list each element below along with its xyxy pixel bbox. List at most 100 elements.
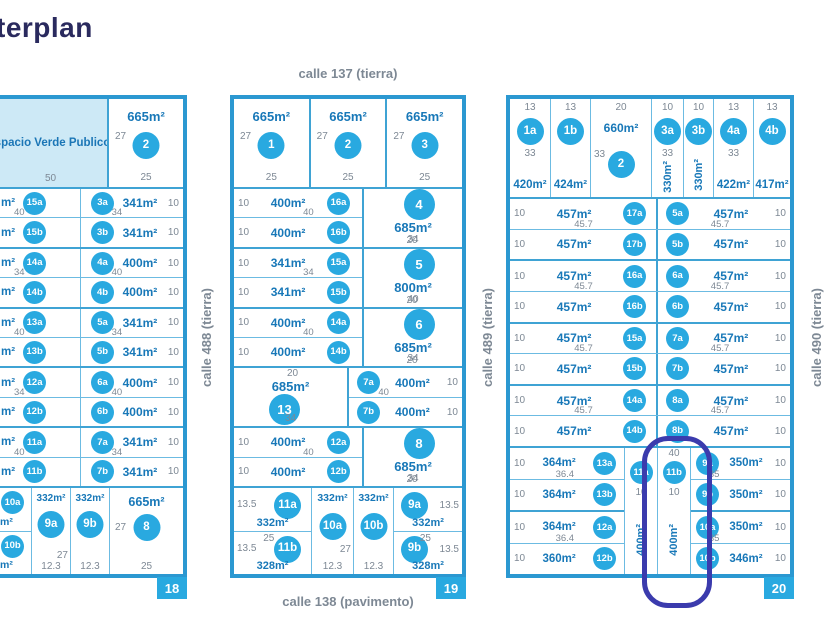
lot[interactable]: 3a 341m² 10 34 <box>81 189 183 218</box>
lot[interactable]: 6b 457m² 10 <box>658 292 790 322</box>
lot[interactable]: 10 360m² 12b <box>510 542 624 575</box>
lot[interactable]: m² 15b <box>0 218 81 247</box>
lot[interactable]: 665m² 27 2 25 <box>308 99 386 187</box>
lot[interactable]: 10 3a 33 330m² <box>651 99 683 197</box>
lot[interactable]: 8b 457m² 10 <box>658 416 790 446</box>
lot[interactable]: 10 457m² 17a 45.7 <box>510 199 658 230</box>
lot[interactable]: 332m² 10a 27 12.3 <box>312 488 354 574</box>
lot[interactable]: 10 457m² 14a 45.7 <box>510 385 658 416</box>
lot[interactable]: 332m² 9a 27 12.3 <box>32 488 71 574</box>
lot[interactable]: 5b 341m² 10 <box>81 338 183 366</box>
lot[interactable]: 10 364m² 13a 36.4 <box>510 448 624 480</box>
lot[interactable]: 6b 400m² 10 <box>81 398 183 426</box>
lot[interactable]: 10 400m² 14a 40 <box>234 309 362 338</box>
lot[interactable]: 5b 457m² 10 <box>658 230 790 260</box>
lot[interactable]: m² 11b <box>0 457 81 487</box>
lot[interactable]: 20 2 33 660m² <box>590 99 651 197</box>
lot[interactable]: 332m² 10b 12.3 <box>354 488 394 574</box>
lot[interactable]: 10 457m² 17b <box>510 229 658 260</box>
lot[interactable]: 10 457m² 16b <box>510 291 658 322</box>
lot[interactable]: 10 3b 330m² <box>683 99 713 197</box>
lot[interactable]: 4b 400m² 10 <box>81 278 183 306</box>
area-label: 665m² <box>128 495 165 509</box>
lot[interactable]: 665m² 27 1 25 <box>234 99 309 187</box>
lot[interactable]: 400m² 40 11b 10 <box>658 448 691 574</box>
block18-top: Espacio Verde Publico 50 665m² 27 2 25 <box>0 99 183 189</box>
area-label: 400m² <box>270 464 306 479</box>
lot[interactable]: 10 400m² 12a 40 <box>234 428 362 458</box>
lot[interactable]: 7b 457m² 10 <box>658 354 790 384</box>
lot[interactable]: 5a 457m² 10 45.7 <box>658 199 790 230</box>
lot[interactable]: m² 13b <box>0 338 81 367</box>
lot[interactable]: 7a 400m² 10 40 <box>349 368 462 398</box>
lot[interactable]: 7a 457m² 10 45.7 <box>658 324 790 354</box>
lot[interactable]: 10 457m² 14b <box>510 416 658 446</box>
lot-badge: 6 <box>403 308 435 340</box>
lot[interactable]: 10 364m² 13b <box>510 478 624 511</box>
lot[interactable]: 10 400m² 16b <box>234 217 362 246</box>
lot[interactable]: 20 685m² 13 34 <box>234 368 349 427</box>
lot[interactable]: 5a 341m² 10 34 <box>81 309 183 338</box>
lot[interactable]: 13 1b 424m² <box>550 99 590 197</box>
lot[interactable]: m² 14a 34 <box>0 248 81 278</box>
lot[interactable]: 4 685m² 20 34 <box>364 189 462 247</box>
lot[interactable]: 10 400m² 16a 40 <box>234 189 362 218</box>
lot[interactable]: 7b 341m² 10 <box>81 458 183 486</box>
lot[interactable]: 10a m² <box>0 488 31 531</box>
lot[interactable]: 10 457m² 15a 45.7 <box>510 323 658 354</box>
lot[interactable]: 10 457m² 16a 45.7 <box>510 261 658 292</box>
lot[interactable]: 332m² 9b 12.3 <box>71 488 110 574</box>
lot-badge: 2 <box>132 132 160 159</box>
lot[interactable]: m² 12b <box>0 397 81 427</box>
lot[interactable]: 9b 25 13.5 328m² <box>394 530 462 575</box>
lot[interactable]: 665m² 27 2 25 <box>109 99 183 187</box>
lot[interactable]: 9a 13.5 332m² <box>394 488 462 531</box>
lot[interactable]: 665m² 27 8 25 <box>110 488 183 574</box>
lot[interactable]: m² 15a 40 <box>0 189 81 218</box>
lot[interactable]: 10 400m² 14b <box>234 337 362 366</box>
lot[interactable]: 10 341m² 15a 34 <box>234 249 362 278</box>
lot[interactable]: m² 14b <box>0 278 81 307</box>
lot[interactable]: 10b m² <box>0 530 31 575</box>
dim-label: 10 <box>238 317 250 329</box>
lot[interactable]: 665m² 27 3 25 <box>385 99 462 187</box>
lot[interactable]: 13.5 11a 332m² <box>234 488 311 531</box>
lot[interactable]: 10 364m² 12a 36.4 <box>510 510 624 544</box>
lot[interactable]: 6a 457m² 10 45.7 <box>658 261 790 292</box>
area-label: 457m² <box>713 424 749 439</box>
lot[interactable]: 10a 350m² 10 35 <box>691 510 790 544</box>
lot-badge: 11a <box>629 461 653 484</box>
lot[interactable]: m² 13a 40 <box>0 308 81 338</box>
lot[interactable]: 7b 400m² 10 <box>349 396 462 426</box>
dim-label: 27 <box>339 544 351 555</box>
lot[interactable]: 3b 341m² 10 <box>81 218 183 246</box>
lot[interactable]: 9b 350m² 10 <box>691 478 790 511</box>
dim-label: 34 <box>111 446 123 458</box>
lot[interactable]: 13 4a 33 422m² <box>713 99 753 197</box>
dim-label: 10 <box>514 489 526 501</box>
lot[interactable]: m² 11a 40 <box>0 428 81 458</box>
lot[interactable]: 8a 457m² 10 45.7 <box>658 386 790 416</box>
lot[interactable]: 7a 341m² 10 34 <box>81 428 183 458</box>
lot[interactable]: 9a 350m² 10 35 <box>691 448 790 480</box>
lot[interactable]: 25 13.5 11b 328m² <box>234 530 311 575</box>
lot[interactable]: 8 685m² 20 34 <box>364 428 462 486</box>
lot[interactable]: 10 400m² 12b <box>234 456 362 486</box>
lot-badge: 2 <box>334 132 362 159</box>
lot[interactable]: 6a 400m² 10 40 <box>81 368 183 398</box>
lot[interactable]: 13 4b 417m² <box>753 99 790 197</box>
lot-badge: 7a <box>91 430 114 454</box>
lot[interactable]: 6 685m² 20 34 <box>364 308 462 367</box>
lot[interactable]: 13 1a 33 420m² <box>510 99 550 197</box>
lot-row: 10 457m² 17b 5b 457m² 10 <box>510 228 790 260</box>
lot-badge: 12a <box>593 515 616 539</box>
lot[interactable]: 10b 346m² 10 <box>691 542 790 575</box>
lot[interactable]: 4a 400m² 10 40 <box>81 249 183 278</box>
lot[interactable]: 5 800m² 20 40 <box>364 248 462 307</box>
lot[interactable]: m² 12a 34 <box>0 368 81 398</box>
lot[interactable]: 10 341m² 15b <box>234 277 362 306</box>
espacio-verde-publico-cell[interactable]: Espacio Verde Publico 50 <box>0 99 109 187</box>
lot[interactable]: 400m² 11a 10 <box>625 448 658 574</box>
lot[interactable]: 10 457m² 15b <box>510 354 658 384</box>
